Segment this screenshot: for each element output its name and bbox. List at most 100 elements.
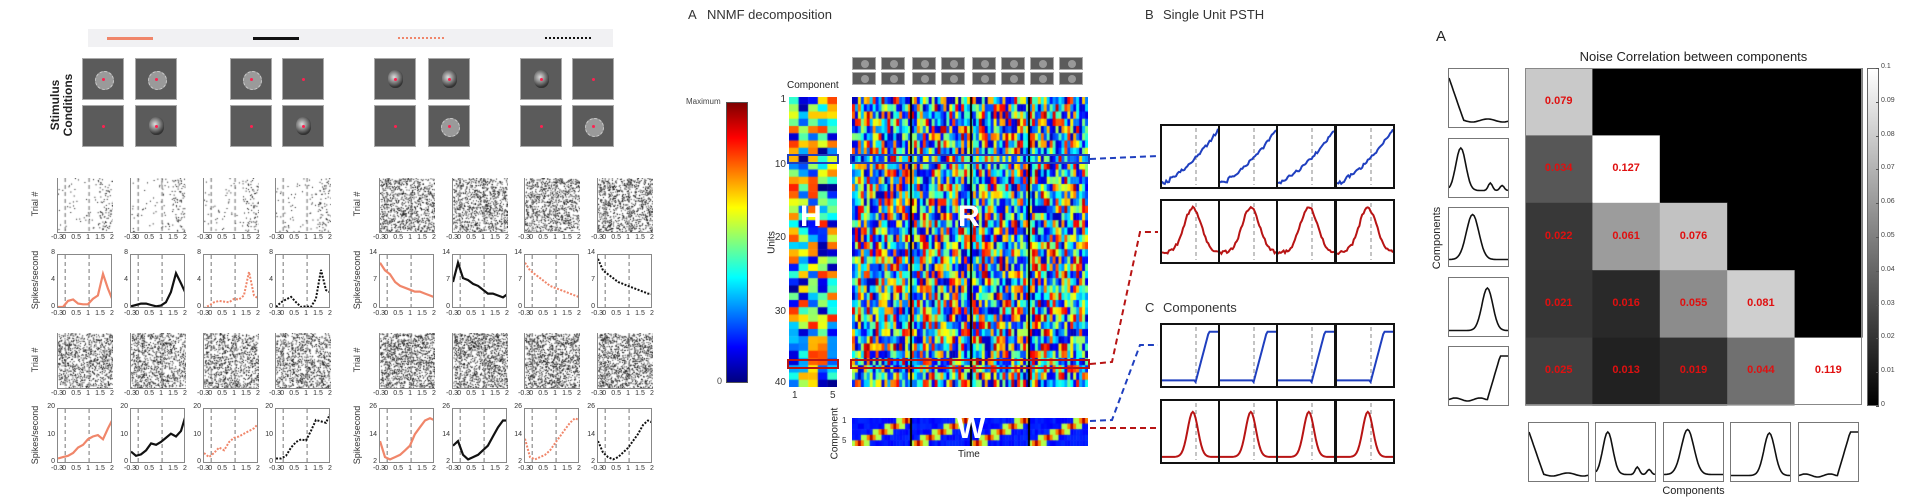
x-tick-label: 2 (328, 465, 332, 472)
y-tick-label: 14 (514, 249, 522, 256)
x-tick-label: 0 (384, 310, 389, 317)
x-tick-label: 2 (110, 465, 114, 472)
x-tick-label: 1 (553, 465, 558, 472)
condition-thumbnail (1059, 72, 1083, 85)
x-tick-label: 2 (505, 310, 509, 317)
y-tick-label: 7 (518, 276, 522, 283)
y-tick-label: 0 (269, 303, 273, 310)
y-tick-label: 20 (120, 403, 128, 410)
x-tick-label: -0.3 (197, 234, 210, 241)
colorbar-tick-label: 0.06 (1881, 198, 1895, 206)
stimulus-thumbnail-icon (1010, 60, 1018, 68)
y-tick-label: 2 (373, 458, 377, 465)
y-tick-label: 14 (587, 430, 595, 438)
x-tick-label: -0.3 (124, 234, 137, 241)
fixation-point-icon (155, 78, 158, 81)
heatmap-cell (1592, 337, 1661, 406)
x-tick-label: 1.5 (95, 234, 105, 241)
x-tick-label: -0.3 (446, 465, 459, 472)
x-tick-label: 1 (626, 465, 631, 472)
fixation-point-icon (448, 125, 451, 128)
psth-trace (58, 269, 111, 307)
heatmap-cell-value: 0.016 (1612, 296, 1640, 309)
condition-thumbnail (1059, 57, 1083, 70)
heatmap-frame (1525, 68, 1862, 405)
x-tick-label: 0.5 (393, 390, 403, 397)
x-tick-label: 0.5 (289, 465, 299, 472)
unit-tick-label: 10 (774, 159, 786, 170)
x-tick-label: 0 (208, 310, 213, 317)
x-tick-label: 1 (626, 390, 631, 397)
nnmf-colorbar (726, 102, 748, 383)
y-tick-label: 0 (197, 303, 201, 310)
x-tick-label: -0.3 (197, 310, 210, 317)
x-tick-label: 0.5 (538, 390, 548, 397)
x-tick-label: 1.5 (313, 234, 323, 241)
psth-blue-panel-trace (1278, 128, 1334, 185)
psth-trace (380, 416, 433, 461)
x-tick-label: 1.5 (241, 390, 251, 397)
heatmap-cell (1592, 202, 1661, 271)
psth-panel-letter: B (1145, 7, 1154, 22)
x-tick-label: 0.5 (217, 234, 227, 241)
x-tick-label: -0.3 (51, 234, 64, 241)
y-tick-label: 14 (514, 430, 522, 438)
fixation-point-icon (302, 125, 305, 128)
spike-raster-plot (57, 333, 113, 389)
y-tick-label: 26 (442, 403, 450, 410)
colorbar-tick-mark (1876, 372, 1879, 374)
stimulus-frame (282, 105, 324, 147)
condition-thumbnail (1001, 72, 1025, 85)
x-tick-label: 1 (232, 390, 237, 397)
colorbar-tick-mark (1876, 68, 1879, 69)
heatmap-cell-value: 0.021 (1544, 296, 1573, 309)
x-tick-label: 1 (304, 390, 309, 397)
x-tick-label: 1.5 (168, 465, 178, 472)
trace-line (1278, 410, 1334, 458)
x-tick-label: 0 (384, 390, 389, 397)
x-tick-label: -0.3 (446, 310, 459, 317)
psth-line-plot (379, 254, 434, 308)
stimulus-thumbnail-icon (1068, 75, 1076, 83)
x-tick-label: -0.3 (373, 310, 386, 317)
component-blue-panel-trace (1220, 327, 1276, 385)
y-tick-label: 0 (51, 458, 55, 465)
x-tick-label: -0.3 (373, 234, 386, 241)
psth-trace (131, 270, 184, 307)
y-tick-label: 2 (446, 458, 450, 465)
component-profile-bottom-trace (1663, 428, 1723, 476)
stimulus-frame (230, 105, 272, 147)
x-tick-label: 0 (280, 465, 285, 472)
colorbar-tick-mark (1876, 270, 1879, 272)
condition-thumbnail (852, 72, 876, 85)
component-profile-bottom (1528, 422, 1589, 482)
x-tick-label: 0.5 (611, 390, 621, 397)
fixation-point-icon (250, 125, 253, 128)
x-tick-label: 0.5 (144, 310, 154, 317)
x-tick-label: 0 (457, 310, 462, 317)
heatmap-cell-value: 0.034 (1544, 162, 1573, 175)
x-tick-label: 1 (232, 234, 237, 241)
heatmap-cell (1659, 68, 1728, 136)
fixation-point-icon (540, 125, 543, 128)
stimulus-thumbnail-icon (1039, 75, 1047, 83)
fixation-point-icon (102, 125, 105, 128)
x-tick-label: 0.5 (71, 234, 81, 241)
nnmf-title: NNMF decomposition (707, 7, 832, 22)
y-tick-label: 0 (197, 458, 201, 465)
heatmap-cell-value: 0.081 (1747, 296, 1775, 309)
colorbar-tick-label: 0.1 (1881, 63, 1891, 70)
x-tick-label: 0 (384, 465, 389, 472)
x-tick-label: 1.5 (635, 310, 645, 317)
x-tick-label: 0.5 (611, 310, 621, 317)
component-blue-panel (1335, 323, 1395, 388)
condition-thumbnail (941, 72, 965, 85)
x-tick-label: 0 (457, 465, 462, 472)
x-tick-label: 2 (256, 234, 260, 241)
heatmap-cell (1727, 337, 1796, 406)
x-tick-label: 2 (256, 310, 260, 317)
x-tick-label: 1 (304, 310, 309, 317)
x-tick-label: 2 (328, 310, 332, 317)
spike-raster-plot (379, 178, 435, 233)
unit-tick-label: 1 (780, 94, 786, 105)
